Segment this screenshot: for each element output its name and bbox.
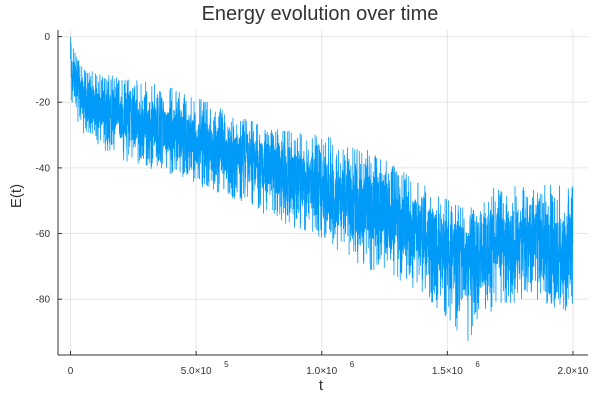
x-tick-label: 2.0×10 [557,366,588,377]
chart-title: Energy evolution over time [202,3,439,25]
y-tick-label: 0 [44,32,50,43]
x-tick-label: 0 [68,366,74,377]
y-tick-label: -20 [36,98,51,109]
x-tick-label: 1.5×10 [432,366,463,377]
x-axis-label: t [319,377,324,394]
y-tick-labels: 0 -20 -40 -60 -80 [36,32,51,306]
y-tick-label: -60 [36,229,51,240]
x-tick-exponent: 6 [350,360,355,369]
x-tick-exponent: 6 [475,360,480,369]
y-axis-label: E(t) [8,184,25,208]
y-tick-label: -40 [36,163,51,174]
series-line [70,36,574,342]
x-tick-label: 1.0×10 [306,366,337,377]
x-tick-label: 5.0×10 [181,366,212,377]
x-tick-exponent: 5 [224,360,229,369]
series-layer [70,36,574,342]
y-tick-label: -80 [36,295,51,306]
axes [57,30,588,356]
